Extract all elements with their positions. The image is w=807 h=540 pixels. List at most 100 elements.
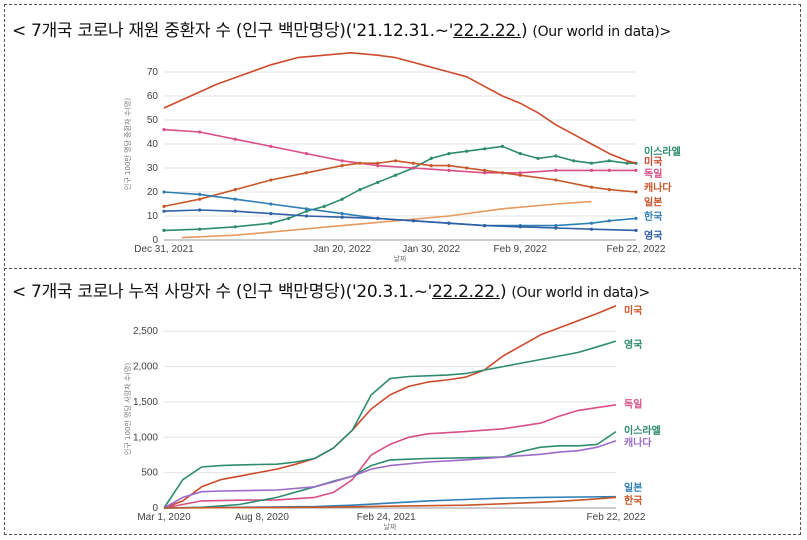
y-tick-label: 60: [147, 91, 159, 102]
x-tick-label: Feb 22, 2022: [587, 512, 646, 523]
data-point: [269, 178, 273, 182]
series-line-1: [163, 52, 637, 164]
data-point: [411, 161, 415, 165]
data-point: [376, 180, 380, 184]
series-end-label: 한국: [624, 495, 642, 507]
data-point: [483, 147, 487, 151]
x-tick-label: Dec 31, 2021: [134, 244, 194, 255]
data-point: [269, 144, 273, 148]
data-point: [589, 168, 594, 172]
series-line-2: [163, 128, 636, 174]
cumulative-deaths-chart: 0 500 1,000 1,500 2,000 2,500 Mar 1, 2020 Aug 8…: [123, 304, 661, 531]
data-point: [447, 164, 451, 168]
panel-1-title-suffix: ): [520, 21, 533, 41]
data-point: [429, 164, 433, 168]
data-point: [287, 216, 291, 220]
series-line-4: [181, 200, 592, 239]
data-point: [198, 227, 202, 231]
panel-2-title: < 7개국 코로나 누적 사망자 수 (인구 백만명당)('20.3.1.~'2…: [12, 277, 797, 302]
panel-2-title-date: 22.2.22.: [432, 282, 500, 302]
series-line-4: [163, 440, 617, 509]
series-line-0: [163, 305, 617, 509]
data-point: [554, 178, 558, 182]
data-point: [465, 149, 469, 153]
y-axis-title: 인구 100만 명당 사망자 수(명): [123, 363, 132, 455]
panel-divider: [4, 268, 801, 269]
series-end-label: 한국: [644, 211, 662, 223]
data-point: [340, 197, 344, 201]
data-point: [393, 159, 398, 163]
data-point: [269, 202, 273, 206]
series-line-1: [163, 340, 617, 509]
series-line-3: [163, 160, 637, 208]
panel-1-title-date: 22.2.22.: [453, 21, 521, 41]
y-tick-label: 40: [147, 139, 159, 150]
y-tick-label: 10: [147, 211, 159, 222]
data-point: [447, 152, 451, 156]
data-point: [589, 161, 594, 165]
series-line-6: [163, 209, 637, 232]
panel-1-title-source: (Our world in data)>: [532, 24, 671, 40]
data-point: [500, 171, 505, 175]
data-point: [483, 171, 487, 175]
data-point: [518, 225, 522, 229]
data-point: [376, 161, 380, 165]
series-line-2: [163, 404, 617, 509]
y-tick-label: 1,500: [133, 397, 158, 408]
data-point: [536, 156, 540, 160]
y-tick-label: 2,000: [133, 362, 158, 373]
data-point: [607, 188, 611, 192]
series-end-label: 독일: [624, 397, 642, 410]
data-point: [483, 168, 487, 172]
icu-patients-chart: 0 10 20 30 40 50 60 70 Dec 31, 2021 Jan 20, 2022 J…: [123, 52, 681, 263]
data-point: [589, 221, 594, 225]
x-tick-label: Feb 24, 2021: [357, 512, 416, 523]
data-point: [162, 209, 166, 213]
y-tick-label: 2,500: [133, 326, 158, 337]
y-tick-label: 0: [152, 503, 158, 514]
data-point: [304, 209, 309, 213]
series-end-label: 미국: [624, 304, 642, 317]
data-point: [198, 197, 202, 201]
panel-2-title-suffix: ): [499, 282, 512, 302]
y-tick-label: 70: [147, 67, 159, 78]
data-point: [233, 225, 237, 229]
data-point: [518, 171, 522, 175]
data-point: [162, 190, 166, 194]
series-end-label: 영국: [624, 338, 642, 351]
data-point: [554, 226, 558, 230]
data-point: [198, 208, 202, 212]
panel-2-title-prefix: < 7개국 코로나 누적 사망자 수 (인구 백만명당)('20.3.1.~': [12, 282, 433, 302]
series-end-label: 일본: [624, 481, 642, 494]
data-point: [340, 159, 344, 163]
x-tick-label: Mar 1, 2020: [137, 512, 191, 523]
data-point: [233, 137, 237, 141]
series-end-label: 이스라엘: [644, 145, 681, 158]
data-point: [500, 144, 505, 148]
data-point: [269, 221, 273, 225]
panel-1-title: < 7개국 코로나 재원 중환자 수 (인구 백만명당)('21.12.31.~…: [12, 16, 797, 41]
y-tick-label: 1,000: [133, 432, 158, 443]
data-point: [162, 128, 166, 132]
data-point: [198, 130, 202, 134]
data-point: [607, 168, 611, 172]
data-point: [358, 161, 362, 165]
data-point: [162, 228, 166, 232]
data-point: [358, 188, 362, 192]
data-point: [304, 171, 309, 175]
data-point: [340, 215, 344, 219]
data-point: [198, 192, 202, 196]
y-tick-label: 0: [152, 235, 158, 246]
data-point: [233, 209, 237, 213]
data-point: [554, 154, 558, 158]
data-point: [607, 219, 611, 223]
data-point: [269, 212, 273, 216]
data-point: [304, 207, 309, 211]
series-end-label: 캐나다: [644, 181, 672, 194]
x-tick-label: Feb 9, 2022: [494, 244, 548, 255]
data-point: [322, 204, 326, 208]
series-end-label: 영국: [644, 229, 662, 242]
data-point: [304, 152, 309, 156]
data-point: [634, 190, 638, 194]
data-point: [447, 168, 451, 172]
